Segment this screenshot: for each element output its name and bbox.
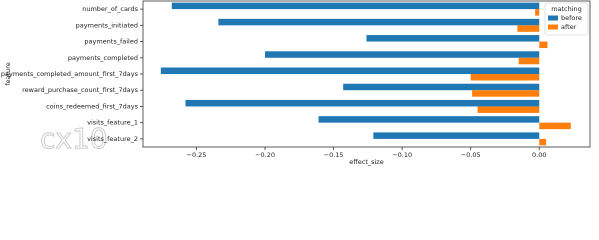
y-tick-label: payments_initiated <box>76 21 138 29</box>
x-tick-label: −0.10 <box>392 151 412 159</box>
y-tick-label: visits_feature_2 <box>87 135 138 143</box>
bar <box>535 9 540 16</box>
bar <box>318 116 540 123</box>
y-tick-label: payments_completed <box>68 54 138 62</box>
x-axis-label: effect_size <box>349 158 383 166</box>
legend-label: before <box>561 14 582 22</box>
bar <box>539 41 548 49</box>
x-tick-label: 0.00 <box>532 151 546 159</box>
bar <box>517 25 540 32</box>
bar <box>366 35 540 42</box>
bar <box>477 106 540 113</box>
bar <box>518 57 540 65</box>
legend-title: matching <box>551 5 582 13</box>
bar <box>539 122 571 130</box>
bar <box>218 18 540 26</box>
bar <box>470 74 540 81</box>
legend-label: after <box>561 23 577 31</box>
legend-swatch <box>548 24 558 30</box>
chart: cx10 −0.25 −0.20 −0.15 −0.10 −0.05 0.00 number… <box>1 0 591 166</box>
bar <box>472 90 540 97</box>
bar <box>171 2 540 10</box>
bar <box>265 51 540 58</box>
y-tick-label: coins_redeemed_first_7days <box>46 102 139 110</box>
bar <box>160 67 540 74</box>
bar <box>343 83 540 91</box>
x-tick-label: −0.05 <box>461 151 481 159</box>
legend-swatch <box>548 15 558 21</box>
y-tick-label: payments_failed <box>84 38 138 46</box>
y-tick-label: number_of_cards <box>82 5 138 13</box>
x-tick-label: −0.15 <box>324 151 344 159</box>
y-axis-label: feature <box>4 62 12 85</box>
x-tick-label: −0.25 <box>187 151 207 159</box>
x-tick-label: −0.20 <box>255 151 275 159</box>
y-tick-label: payments_completed_amount_first_7days <box>1 70 139 78</box>
watermark: cx10 <box>40 122 108 155</box>
bar <box>185 99 540 107</box>
bar <box>373 132 540 139</box>
y-tick-label: visits_feature_1 <box>87 119 138 127</box>
y-tick-label: reward_purchase_count_first_7days <box>22 86 138 94</box>
bar <box>539 138 547 146</box>
